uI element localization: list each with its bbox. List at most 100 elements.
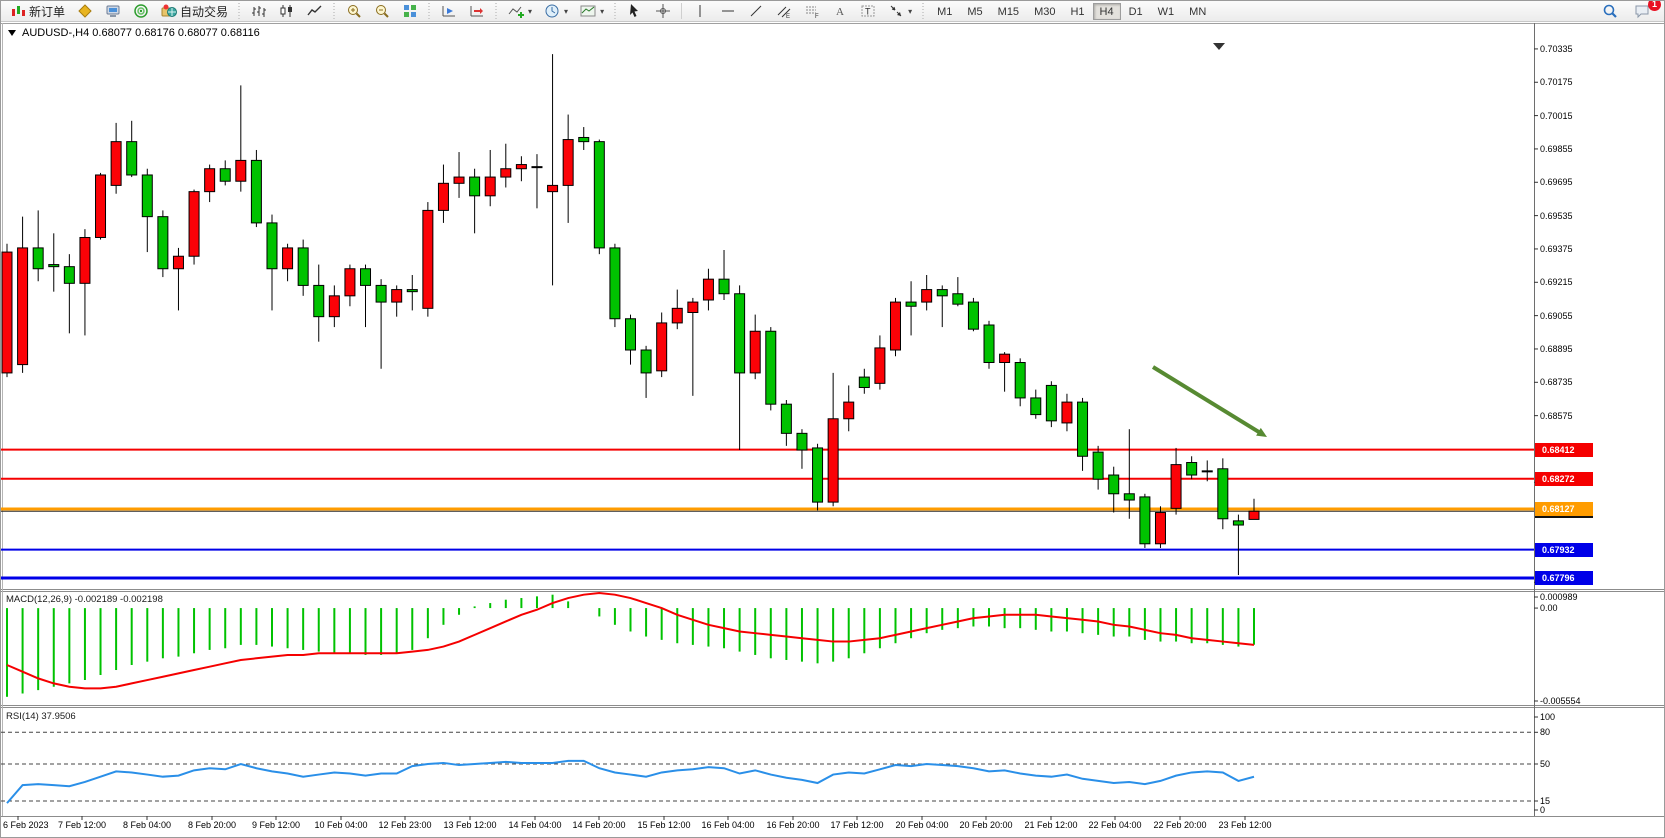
crosshair-icon[interactable] [650, 2, 676, 20]
autotrade-button[interactable]: 自动交易 [156, 2, 233, 20]
candle-body[interactable] [172, 255, 184, 270]
candle-body[interactable] [1201, 470, 1213, 473]
timeframe-mn-button[interactable]: MN [1189, 5, 1207, 18]
candle-body[interactable] [952, 293, 964, 305]
candle-body[interactable] [827, 418, 839, 503]
candle-body[interactable] [48, 264, 60, 268]
candle-body[interactable] [79, 236, 91, 284]
candle-body[interactable] [344, 268, 356, 297]
chart-shift-marker[interactable] [1213, 43, 1225, 50]
candle-body[interactable] [250, 159, 262, 224]
candle-body[interactable] [313, 284, 325, 318]
chart-shift-icon[interactable] [464, 2, 490, 20]
chart-window-titlebar[interactable]: AUDUSD-,H4 0.68077 0.68176 0.68077 0.681… [1, 23, 1664, 41]
candle-body[interactable] [204, 168, 216, 193]
candle-body[interactable] [687, 301, 699, 313]
candle-body[interactable] [858, 376, 870, 389]
timeframe-m5-button[interactable]: M5 [967, 5, 983, 18]
candle-body[interactable] [297, 247, 309, 286]
cursor-icon[interactable] [622, 2, 648, 20]
periods-icon[interactable]: ▾ [539, 2, 573, 20]
new-order-button[interactable]: 新订单 [5, 2, 70, 20]
candle-body[interactable] [921, 289, 933, 303]
candle-body[interactable] [999, 353, 1011, 364]
candle-body[interactable] [983, 324, 995, 364]
candle-body[interactable] [1186, 462, 1198, 476]
candle-body[interactable] [1139, 496, 1151, 545]
candle-body[interactable] [547, 184, 559, 193]
templates-icon[interactable]: ▾ [575, 2, 609, 20]
candle-body[interactable] [656, 322, 668, 372]
vline-icon[interactable] [687, 2, 713, 20]
trend-arrow-annotation[interactable] [1151, 365, 1262, 435]
candle-body[interactable] [126, 141, 138, 176]
candle-body[interactable] [219, 168, 231, 182]
hline-icon[interactable] [715, 2, 741, 20]
tile-windows-icon[interactable] [397, 2, 423, 20]
candle-body[interactable] [1061, 401, 1073, 424]
timeframe-d1-button[interactable]: D1 [1128, 5, 1143, 18]
candle-body[interactable] [500, 168, 512, 178]
shapes-icon[interactable]: ▾ [883, 2, 917, 20]
candle-body[interactable] [936, 289, 948, 297]
candle-body[interactable] [188, 191, 200, 257]
candle-body[interactable] [671, 307, 683, 324]
timeframe-m1-button[interactable]: M1 [937, 5, 953, 18]
candle-body[interactable] [889, 301, 901, 351]
candle-body[interactable] [1014, 362, 1026, 399]
timeframe-w1-button[interactable]: W1 [1157, 5, 1175, 18]
candle-body[interactable] [718, 278, 730, 295]
bars-chart-icon[interactable] [246, 2, 272, 20]
candle-body[interactable] [1154, 512, 1166, 545]
candle-body[interactable] [141, 174, 153, 218]
candle-body[interactable] [375, 284, 387, 303]
label-icon[interactable]: T [855, 2, 881, 20]
candle-body[interactable] [484, 176, 496, 197]
candle-body[interactable] [531, 166, 543, 169]
candle-body[interactable] [17, 247, 29, 366]
candle-body[interactable] [63, 266, 75, 284]
candle-body[interactable] [406, 289, 418, 293]
candle-body[interactable] [95, 174, 107, 238]
fibonacci-icon[interactable]: F [799, 2, 825, 20]
candle-body[interactable] [266, 222, 278, 270]
candle-body[interactable] [812, 447, 824, 503]
candle-body[interactable] [1217, 468, 1229, 520]
channel-icon[interactable]: E [771, 2, 797, 20]
timeframe-h4-button[interactable]: H4 [1092, 2, 1121, 20]
candle-body[interactable] [562, 139, 574, 186]
timeframe-h1-button[interactable]: H1 [1070, 5, 1085, 18]
candle-body[interactable] [1108, 474, 1120, 495]
candle-body[interactable] [235, 159, 247, 182]
candle-body[interactable] [640, 349, 652, 374]
candle-body[interactable] [796, 432, 808, 451]
candle-body[interactable] [1170, 464, 1182, 509]
candle-body[interactable] [609, 247, 621, 320]
candle-body[interactable] [1248, 510, 1260, 520]
candle-body[interactable] [469, 176, 481, 197]
candle-body[interactable] [874, 347, 886, 384]
candle-body[interactable] [328, 295, 340, 318]
candle-body[interactable] [843, 401, 855, 420]
candle-body[interactable] [1092, 451, 1104, 480]
candle-body[interactable] [1, 251, 13, 374]
candle-body[interactable] [282, 247, 294, 270]
candle-body[interactable] [780, 403, 792, 434]
gold-icon[interactable] [72, 2, 98, 20]
candle-body[interactable] [32, 247, 44, 270]
signal-icon[interactable] [128, 2, 154, 20]
candle-body[interactable] [391, 289, 403, 303]
timeframe-m30-button[interactable]: M30 [1034, 5, 1056, 18]
candle-body[interactable] [905, 301, 917, 307]
candle-body[interactable] [422, 209, 434, 309]
line-chart-icon[interactable] [302, 2, 328, 20]
candle-body[interactable] [437, 182, 449, 211]
candle-body[interactable] [1030, 397, 1042, 416]
text-icon[interactable]: A [827, 2, 853, 20]
zoom-in-icon[interactable] [341, 2, 367, 20]
trendline-icon[interactable] [743, 2, 769, 20]
candle-body[interactable] [515, 164, 527, 170]
candle-body[interactable] [765, 330, 777, 405]
zoom-out-icon[interactable] [369, 2, 395, 20]
